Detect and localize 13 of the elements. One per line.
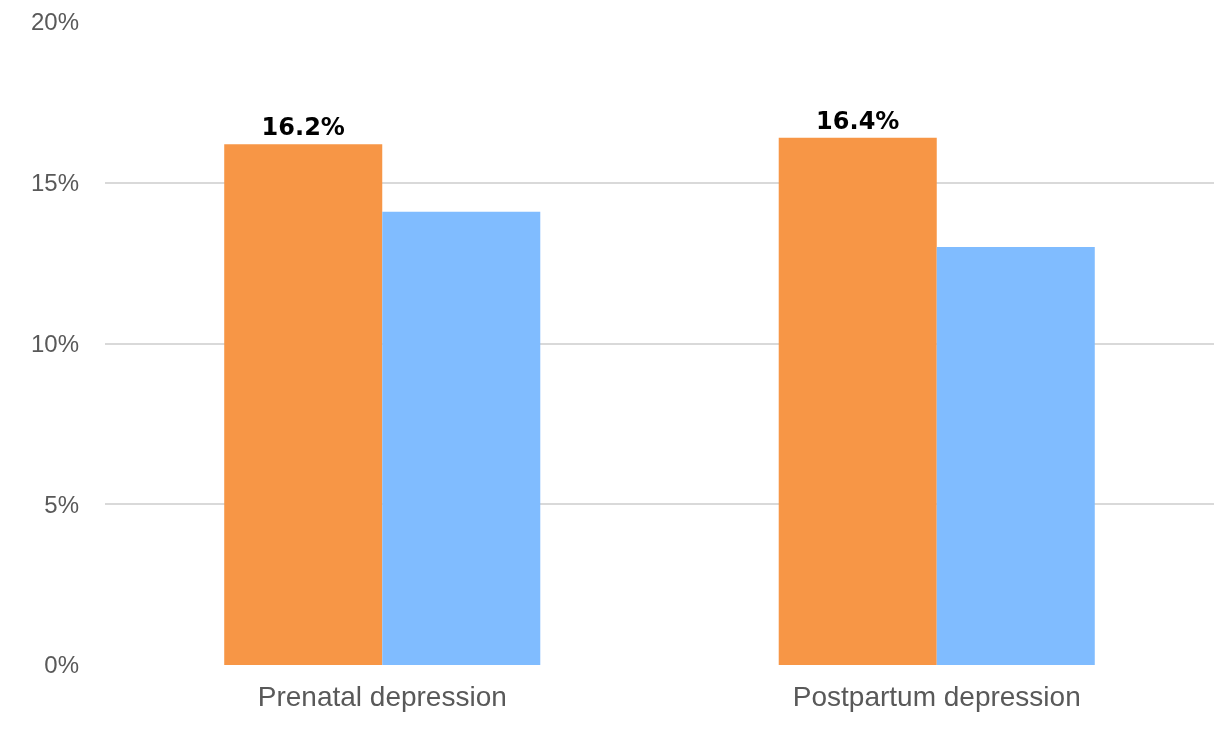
x-tick-label: Prenatal depression (257, 681, 507, 712)
y-tick-label: 5% (44, 490, 79, 518)
y-tick-label: 20% (30, 8, 79, 36)
bar (224, 144, 383, 665)
bar (778, 137, 937, 665)
y-tick-label: 10% (30, 329, 79, 357)
y-tick-label: 0% (44, 651, 79, 679)
y-tick-label: 15% (30, 169, 79, 197)
data-label: 16.4% (816, 106, 900, 135)
x-tick-label: Postpartum depression (792, 681, 1081, 712)
bar (936, 247, 1095, 665)
bar (382, 211, 541, 665)
data-label: 16.2% (261, 113, 345, 142)
